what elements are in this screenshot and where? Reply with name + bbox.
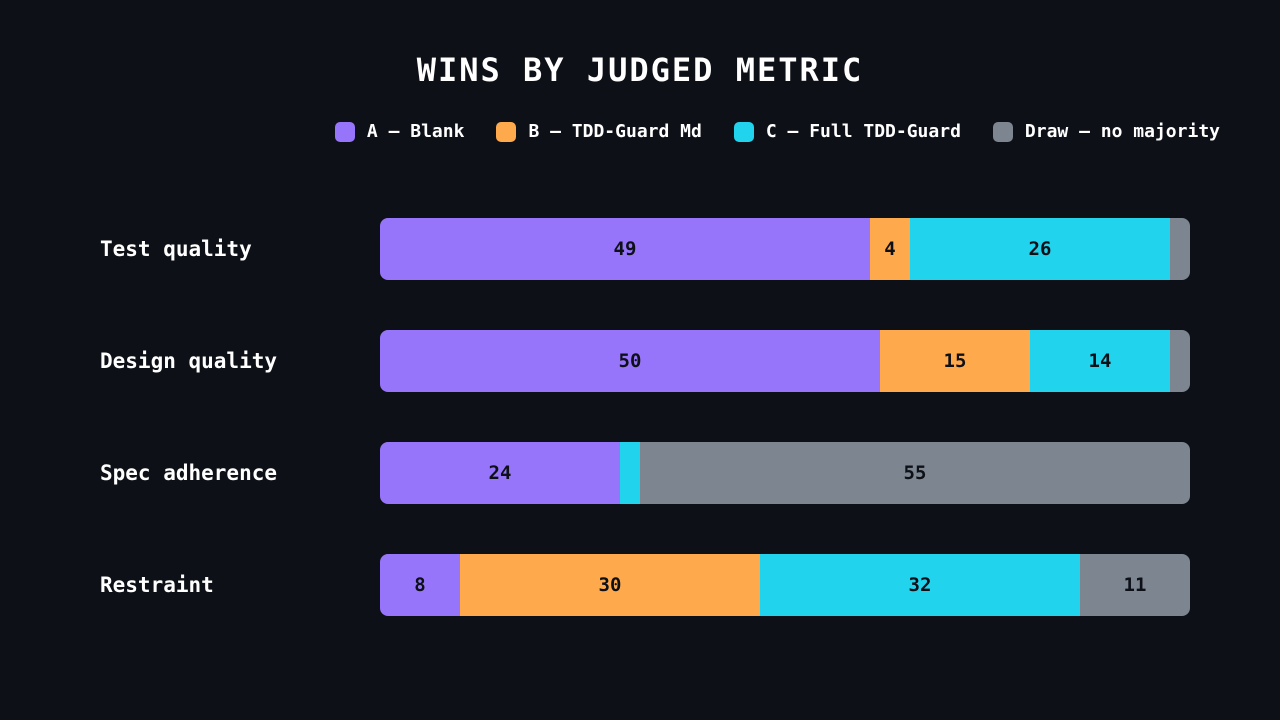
segment-test-quality-c: 26 bbox=[910, 218, 1170, 280]
category-label-test-quality: Test quality bbox=[100, 237, 252, 261]
legend: A – Blank B – TDD-Guard Md C – Full TDD-… bbox=[334, 121, 1220, 143]
legend-item-c: C – Full TDD-Guard bbox=[733, 121, 961, 143]
bar-spec-adherence: 24 55 bbox=[380, 442, 1190, 504]
segment-design-quality-draw bbox=[1170, 330, 1190, 392]
legend-item-draw: Draw – no majority bbox=[992, 121, 1220, 143]
segment-spec-adherence-a: 24 bbox=[380, 442, 620, 504]
category-label-design-quality: Design quality bbox=[100, 349, 278, 373]
legend-label-b: B – TDD-Guard Md bbox=[528, 121, 702, 142]
bar-restraint: 8 30 32 11 bbox=[380, 554, 1190, 616]
bar-test-quality: 49 4 26 bbox=[380, 218, 1190, 280]
legend-item-b: B – TDD-Guard Md bbox=[496, 121, 702, 143]
legend-label-draw: Draw – no majority bbox=[1024, 121, 1220, 142]
segment-spec-adherence-draw: 55 bbox=[640, 442, 1190, 504]
category-label-restraint: Restraint bbox=[100, 573, 214, 597]
legend-swatch-draw bbox=[992, 122, 1013, 142]
segment-test-quality-draw bbox=[1170, 218, 1190, 280]
segment-restraint-b: 30 bbox=[460, 554, 760, 616]
segment-restraint-a: 8 bbox=[380, 554, 460, 616]
legend-label-a: A – Blank bbox=[366, 121, 465, 142]
bar-design-quality: 50 15 14 bbox=[380, 330, 1190, 392]
legend-swatch-c bbox=[733, 122, 754, 142]
segment-design-quality-a: 50 bbox=[380, 330, 880, 392]
legend-item-a: A – Blank bbox=[334, 121, 465, 143]
segment-spec-adherence-c bbox=[620, 442, 640, 504]
segment-test-quality-b: 4 bbox=[870, 218, 910, 280]
segment-design-quality-b: 15 bbox=[880, 330, 1030, 392]
chart-title: WINS BY JUDGED METRIC bbox=[416, 51, 864, 89]
legend-label-c: C – Full TDD-Guard bbox=[765, 121, 961, 142]
legend-swatch-a bbox=[334, 122, 355, 142]
segment-design-quality-c: 14 bbox=[1030, 330, 1170, 392]
segment-restraint-draw: 11 bbox=[1080, 554, 1190, 616]
segment-restraint-c: 32 bbox=[760, 554, 1080, 616]
category-label-spec-adherence: Spec adherence bbox=[100, 461, 278, 485]
legend-swatch-b bbox=[496, 122, 517, 142]
segment-test-quality-a: 49 bbox=[380, 218, 870, 280]
